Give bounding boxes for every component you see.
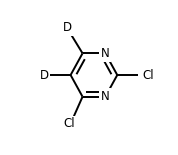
Text: N: N — [101, 47, 110, 60]
Text: D: D — [40, 69, 49, 82]
Text: Cl: Cl — [142, 69, 154, 82]
Text: D: D — [63, 21, 72, 34]
Text: N: N — [101, 90, 110, 103]
Text: Cl: Cl — [64, 117, 75, 130]
